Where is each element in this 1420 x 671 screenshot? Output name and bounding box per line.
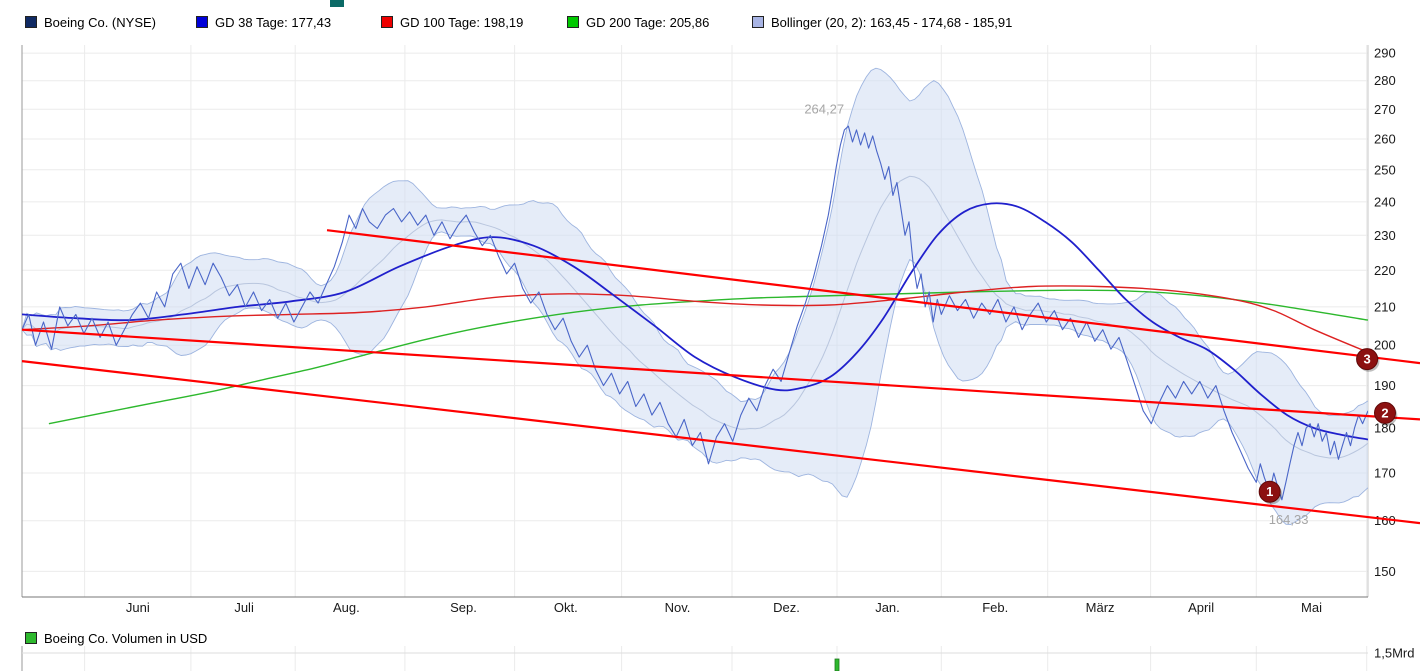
legend-label: Bollinger (20, 2): 163,45 - 174,68 - 185… [771,14,1013,30]
x-tick-label: Okt. [554,600,578,615]
bollinger-swatch-icon [752,16,764,28]
legend-item-instrument: Boeing Co. (NYSE) [25,13,156,31]
y-tick-label: 150 [1374,564,1396,579]
x-tick-label: April [1188,600,1214,615]
marker-number: 2 [1381,405,1388,420]
y-tick-label: 190 [1374,378,1396,393]
y-tick-label: 210 [1374,299,1396,314]
price-annotation: 264,27 [804,102,844,117]
marker-number: 3 [1363,352,1370,367]
instrument-swatch-icon [25,16,37,28]
series-gd100 [22,285,1368,353]
bollinger-upper-line [22,67,1368,417]
bollinger-mid-line [22,175,1368,459]
y-tick-label: 250 [1374,162,1396,177]
legend-item-gd100: GD 100 Tage: 198,19 [381,13,523,31]
legend-label: GD 38 Tage: 177,43 [215,14,332,30]
legend-label: Boeing Co. (NYSE) [44,14,156,30]
y-tick-label: 280 [1374,73,1396,88]
x-tick-label: Juli [234,600,254,615]
x-tick-label: Nov. [665,600,691,615]
y-tick-label: 260 [1374,132,1396,147]
x-tick-label: Sep. [450,600,477,615]
grid: 290 280 270 260 250 240 230 220 210 200 190 180 170 1… [21,45,1396,671]
y-tick-label: 160 [1374,513,1396,528]
legend-item-bollinger: Bollinger (20, 2): 163,45 - 174,68 - 185… [752,13,1012,31]
y-tick-label: 200 [1374,338,1396,353]
marker-circle [1374,401,1396,424]
gd200-swatch-icon [567,16,579,28]
x-tick-label: Dez. [773,600,800,615]
volume-legend-label: Boeing Co. Volumen in USD [44,630,208,646]
x-tick-label: Juni [126,600,150,615]
trend-middle[interactable] [21,328,1420,421]
x-tick-label: Aug. [333,600,360,615]
series-layer [22,67,1368,526]
cropped-ui-fragment [330,0,344,7]
trend-lower[interactable] [21,360,1420,525]
bollinger-band [22,68,1368,525]
x-tick-label: Feb. [982,600,1008,615]
volume-bar [834,658,840,671]
marker-number: 1 [1266,484,1273,499]
gd100-swatch-icon [381,16,393,28]
marker-circle [1258,480,1281,503]
volume-legend: Boeing Co. Volumen in USD [25,629,207,647]
price-annotation: 164,33 [1269,512,1309,527]
x-tick-label: Jan. [875,600,900,615]
y-tick-label: 270 [1374,102,1396,117]
legend-label: GD 100 Tage: 198,19 [400,14,524,30]
y-tick-label: 290 [1374,46,1396,61]
trend-marker-1[interactable]: 1 [1258,480,1282,505]
y-tick-label: 170 [1374,466,1396,481]
y-tick-label: 220 [1374,263,1396,278]
marker-circle [1356,348,1379,371]
series-gd38 [22,202,1368,441]
legend-item-gd38: GD 38 Tage: 177,43 [196,13,331,31]
volume-axis-label: 1,5Mrd [1374,646,1414,661]
gd38-swatch-icon [196,16,208,28]
trend-upper[interactable] [326,229,1420,365]
x-tick-label: Mai [1301,600,1322,615]
y-tick-label: 240 [1374,194,1396,209]
volume-swatch-icon [25,632,37,644]
x-tick-label: März [1086,600,1115,615]
series-price [22,125,1368,501]
trend-marker-3[interactable]: 3 [1356,348,1380,372]
legend-item-gd200: GD 200 Tage: 205,86 [567,13,709,31]
legend-label: GD 200 Tage: 205,86 [586,14,710,30]
y-tick-label: 230 [1374,228,1396,243]
bollinger-lower-line [22,231,1368,526]
y-tick-label: 180 [1374,421,1396,436]
trend-marker-2[interactable]: 2 [1374,401,1398,426]
